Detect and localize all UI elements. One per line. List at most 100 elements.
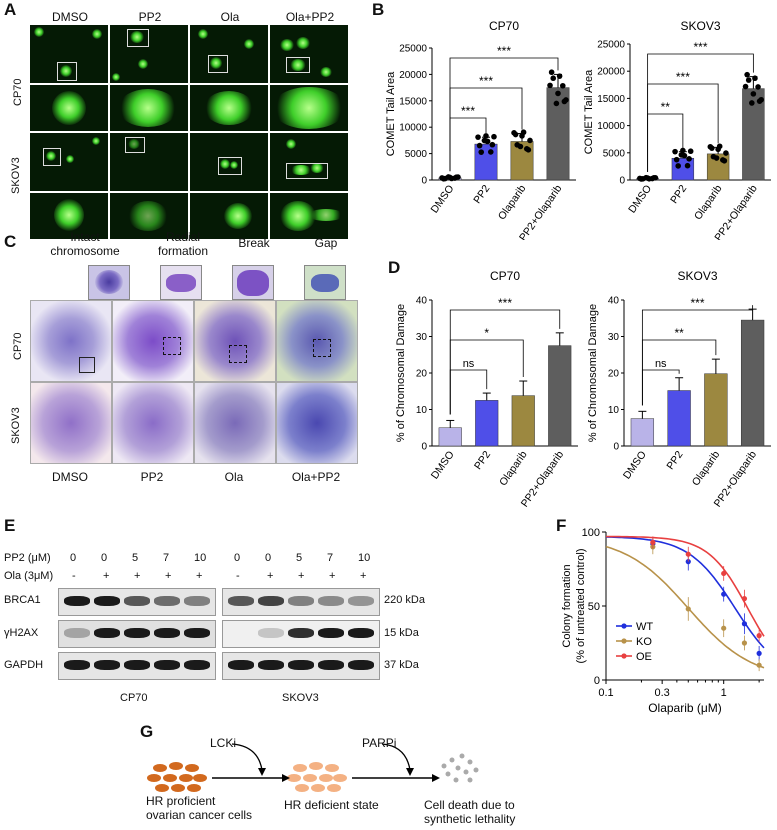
c-top-label-intact: Intact chromosome [50,230,120,258]
row-label-cp70: CP70 [12,78,24,106]
comet-overview-cp70-ola [190,25,268,83]
panel-label-a: A [4,0,17,19]
y-tick-label: 30 [608,332,620,343]
pp2-row-label: PP2 (μM) [4,552,51,564]
ola-value: + [134,570,141,582]
y-tick-label: 20000 [597,67,625,78]
ola-value: + [165,570,172,582]
x-tick-label: PP2 [668,183,689,206]
x-axis-label: Olaparib (μM) [648,701,722,715]
inset-radial [160,265,202,300]
label-hr-proficient-2: ovarian cancer cells [146,808,253,822]
y-tick-label: 25000 [597,40,625,51]
y-tick-label: 15000 [597,94,625,105]
pp2-value: 0 [101,552,108,564]
data-point-oe [685,551,691,557]
cells-hr-proficient [147,762,207,792]
x-tick-label: DMSO [429,183,457,216]
pp2-value: 5 [132,552,139,564]
x-tick-label: Olaparib [497,449,530,489]
spread-skov3-dmso [30,382,112,464]
data-point [548,69,555,76]
ola-value: - [72,570,76,582]
y-tick-label: 20 [608,369,620,380]
comet-zoom-skov3-olapp2 [270,193,348,239]
spread-skov3-ola [194,382,276,464]
data-point [478,149,485,155]
data-point-oe [741,596,748,602]
comet-overview-cp70-pp2 [110,25,188,83]
x-tick-label: DMSO [626,183,654,216]
curve-wt [605,536,765,649]
c-bottom-label-dmso: DMSO [52,470,88,484]
chart-title: SKOV3 [677,269,717,283]
data-point [455,174,461,180]
y-tick-label: 20000 [399,70,427,81]
legend-label-ko: KO [636,636,652,648]
blot-band [348,628,374,638]
data-point [559,82,566,89]
col-header-dmso: DMSO [52,10,88,24]
significance-label: *** [693,40,707,54]
c-bottom-label-olapp2: Ola+PP2 [291,470,341,484]
data-point [442,175,449,182]
ola-value: + [196,570,203,582]
bar-olaparib [511,395,535,447]
x-tick-label: DMSO [429,449,457,482]
y-tick-label: 0 [421,442,427,453]
data-point [550,75,557,82]
data-point [742,83,749,90]
legend-label-wt: WT [636,621,653,633]
chart-title: CP70 [489,19,519,33]
ola-value: - [236,570,240,582]
data-point [652,175,659,181]
y-tick-label: 30 [416,332,428,343]
ola-value: + [329,570,336,582]
c-row-label-cp70: CP70 [12,332,24,360]
significance-label: *** [497,44,511,58]
y-tick-label: 5000 [603,148,626,159]
blot-band [228,660,254,670]
inset-intact [88,265,130,300]
comet-overview-cp70-dmso [30,25,108,83]
y-axis-label: % of Chromosomal Damage [395,304,407,442]
data-point [755,84,761,90]
y-tick-label: 0 [619,176,625,187]
col-header-ola: Ola [220,10,240,24]
blot-band [288,660,314,670]
significance-label: *** [498,296,512,310]
panel-label-b: B [372,0,385,19]
significance-label: *** [479,74,493,88]
blot-band [288,628,314,638]
significance-label: ns [463,358,475,370]
inset-break [232,265,274,300]
data-point [547,82,553,89]
data-point [646,175,652,182]
y-axis-label: COMET Tail Area [385,71,397,156]
y-tick-label: 0 [421,176,427,187]
y-tick-label: 40 [608,296,620,307]
lcki-arrow [231,743,263,771]
data-point [640,176,646,182]
comet-overview-skov3-dmso [30,133,108,191]
curve-oe [605,535,765,637]
data-point [684,162,691,169]
data-point [673,156,680,163]
pp2-value: 7 [327,552,334,564]
comet-zoom-skov3-dmso [30,193,108,239]
data-point [749,100,755,106]
blot-band [258,596,284,606]
panel-label-c: C [4,232,17,251]
comet-zoom-cp70-pp2 [110,85,188,131]
comet-overview-skov3-pp2 [110,133,188,191]
protein-gh2ax: γH2AX [4,627,39,639]
data-point [483,133,489,139]
chart-f: 0 50 100 0.1 0.3 1 Olaparib (μM) Colony formati… [561,527,765,715]
data-point [491,133,497,140]
x-tick-label: PP2 [472,449,493,472]
y-tick-label: 10000 [597,121,625,132]
curve-ko [605,545,765,669]
cells-hr-deficient [287,762,347,792]
parpi-arrow [381,743,411,771]
legend-marker [621,653,627,659]
